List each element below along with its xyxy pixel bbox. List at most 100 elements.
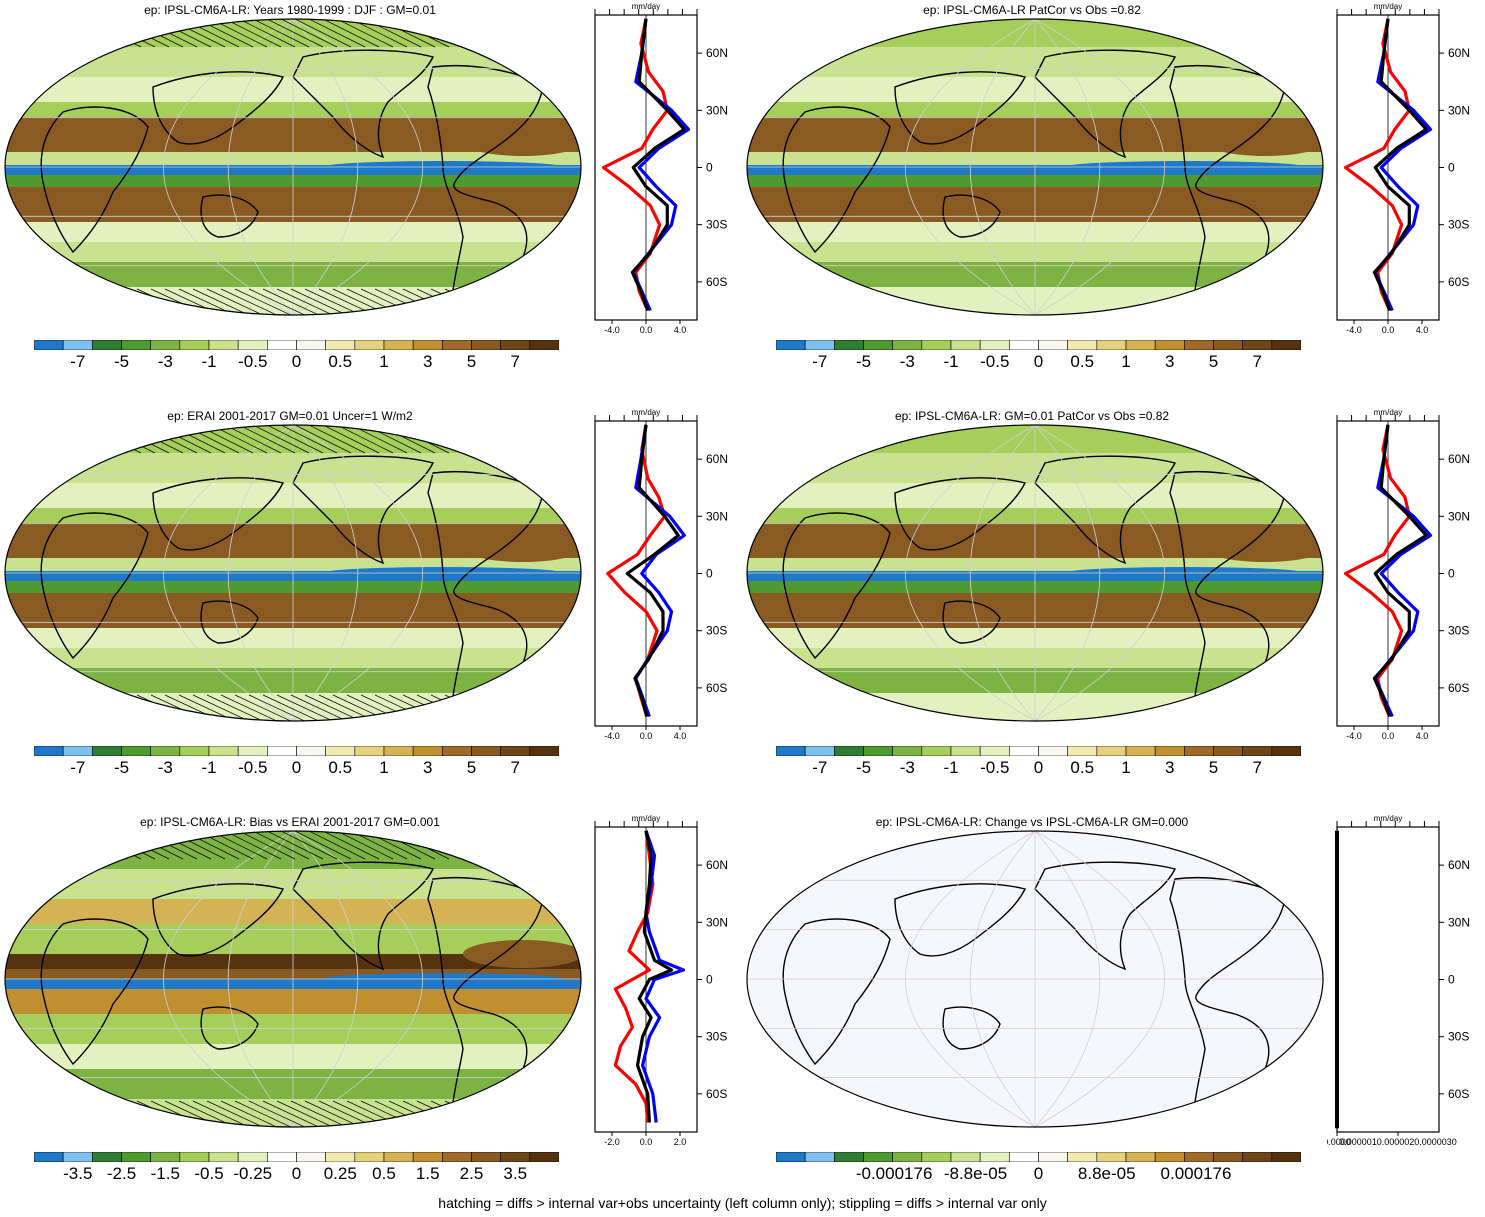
- zonal-lat-label: 30S: [706, 1030, 727, 1044]
- hatch-north: [276, 425, 338, 454]
- colorbar-swatch: [529, 746, 559, 756]
- colorbar-swatch: [529, 1152, 559, 1162]
- colorbar-label: 2.5: [459, 1164, 484, 1183]
- hatch-south: [500, 288, 562, 315]
- colorbar-swatch: [92, 340, 122, 350]
- graticule-lon: [969, 831, 1036, 1127]
- hatch-north: [234, 425, 296, 454]
- colorbar-swatch: [776, 340, 806, 350]
- hatch-north: [24, 831, 86, 860]
- colorbar-swatch: [412, 746, 443, 756]
- graticule-lon: [227, 831, 294, 1127]
- colorbar-swatch: [442, 1152, 472, 1162]
- colorbar-label: -3: [157, 758, 173, 777]
- panel-4: ep: IPSL-CM6A-LR: GM=0.01 PatCor vs Obs …: [742, 406, 1484, 811]
- hatch-north: [332, 831, 394, 860]
- colorbar-swatch: [776, 746, 806, 756]
- zonal-x-label: 4.0: [674, 325, 687, 335]
- hatch-north: [80, 831, 142, 860]
- hatch-south: [66, 288, 128, 315]
- hatch-north: [304, 831, 366, 860]
- colorbar-swatch: [325, 340, 356, 350]
- panel-1: ep: IPSL-CM6A-LR: Years 1980-1999 : DJF …: [0, 0, 742, 405]
- map-subtropical-dry: [463, 128, 581, 156]
- hatch-north: [38, 19, 100, 48]
- colorbar-label: 1: [1121, 758, 1131, 777]
- colorbar-swatch: [121, 1152, 151, 1162]
- panel-title: ep: IPSL-CM6A-LR: Years 1980-1999 : DJF …: [144, 3, 436, 17]
- hatch-south: [248, 288, 310, 315]
- colorbar-swatch: [412, 340, 443, 350]
- zonal-lat-label: 30N: [1448, 509, 1470, 523]
- hatch-south: [416, 694, 478, 721]
- colorbar-labels: -0.000176 -8.8e-05 0 8.8e-05 0.000176: [776, 1164, 1301, 1190]
- colorbar-swatch: [921, 746, 952, 756]
- hatch-north: [276, 19, 338, 48]
- hatch-north: [458, 425, 520, 454]
- colorbar-swatch: [354, 1152, 385, 1162]
- hatch-south: [234, 1100, 296, 1127]
- hatch-north: [332, 425, 394, 454]
- colorbar-swatch: [1009, 1152, 1039, 1162]
- colorbar: [34, 340, 559, 350]
- colorbar-swatch: [1067, 340, 1098, 350]
- hatch-south: [24, 1100, 86, 1127]
- zonal-unit: mm/day: [632, 814, 660, 823]
- colorbar-swatch: [267, 340, 297, 350]
- hatch-south: [5, 288, 16, 315]
- coastline: [1169, 471, 1286, 721]
- colorbar-label: 0: [1033, 352, 1044, 371]
- colorbar: [776, 1152, 1301, 1162]
- hatch-north: [472, 831, 534, 860]
- hatch-north: [444, 19, 506, 48]
- colorbar-swatch: [237, 340, 268, 350]
- zonal-lat-label: 30S: [706, 218, 727, 232]
- colorbar-swatch: [121, 340, 151, 350]
- zonal-mean-plot: mm/day 60N 30N 0 30S 60S -4.0 0.0 4.0: [1336, 408, 1470, 741]
- graticule-lon: [163, 831, 294, 1127]
- coastline: [40, 918, 149, 1066]
- colorbar-swatch: [1154, 340, 1185, 350]
- zonal-lat-label: 60S: [706, 1087, 727, 1101]
- hatch-north: [52, 19, 114, 48]
- zonal-lat-label: 30N: [706, 103, 728, 117]
- graticule-lon: [905, 19, 1036, 315]
- hatch-north: [94, 831, 156, 860]
- coastline: [942, 1006, 1001, 1050]
- hatch-south: [290, 694, 352, 721]
- hatch-south: [290, 1100, 352, 1127]
- zonal-lat-label: 60N: [1448, 46, 1470, 60]
- colorbar-label: -0.5: [980, 758, 1010, 777]
- graticule-lon: [969, 19, 1036, 315]
- colorbar-label: 0: [1033, 758, 1044, 777]
- hatch-south: [10, 288, 72, 315]
- zonal-lat-label: 0: [1448, 973, 1455, 987]
- hatch-south: [514, 288, 576, 315]
- hatch-south: [234, 694, 296, 721]
- colorbar-label: 3: [1165, 758, 1175, 777]
- zonal-series-line: [613, 830, 655, 1123]
- footnote: hatching = diffs > internal var+obs unce…: [438, 1195, 1047, 1211]
- colorbar-swatch: [34, 340, 64, 350]
- hatch-south: [52, 288, 114, 315]
- hatch-north: [290, 19, 352, 48]
- coastline: [427, 877, 544, 1127]
- map-border: [746, 18, 1324, 316]
- hatch-north: [94, 425, 156, 454]
- colorbar-swatch: [325, 1152, 356, 1162]
- hatch-south: [556, 694, 581, 721]
- hatch-south: [570, 694, 581, 721]
- hatch-north: [514, 831, 576, 860]
- hatch-south: [262, 694, 324, 721]
- coastline: [200, 194, 259, 238]
- hatch-south: [486, 288, 548, 315]
- colorbar-label: -5: [113, 352, 130, 371]
- panel-title: ep: ERAI 2001-2017 GM=0.01 Uncer=1 W/m2: [167, 409, 413, 423]
- hatch-south: [570, 1100, 581, 1127]
- colorbar-label: 7: [1252, 758, 1262, 777]
- colorbar-swatch: [267, 746, 297, 756]
- colorbar-label: 3: [423, 352, 433, 371]
- hatch-north: [38, 425, 100, 454]
- hatch-south: [276, 694, 338, 721]
- colorbar-label: -1.5: [150, 1164, 180, 1183]
